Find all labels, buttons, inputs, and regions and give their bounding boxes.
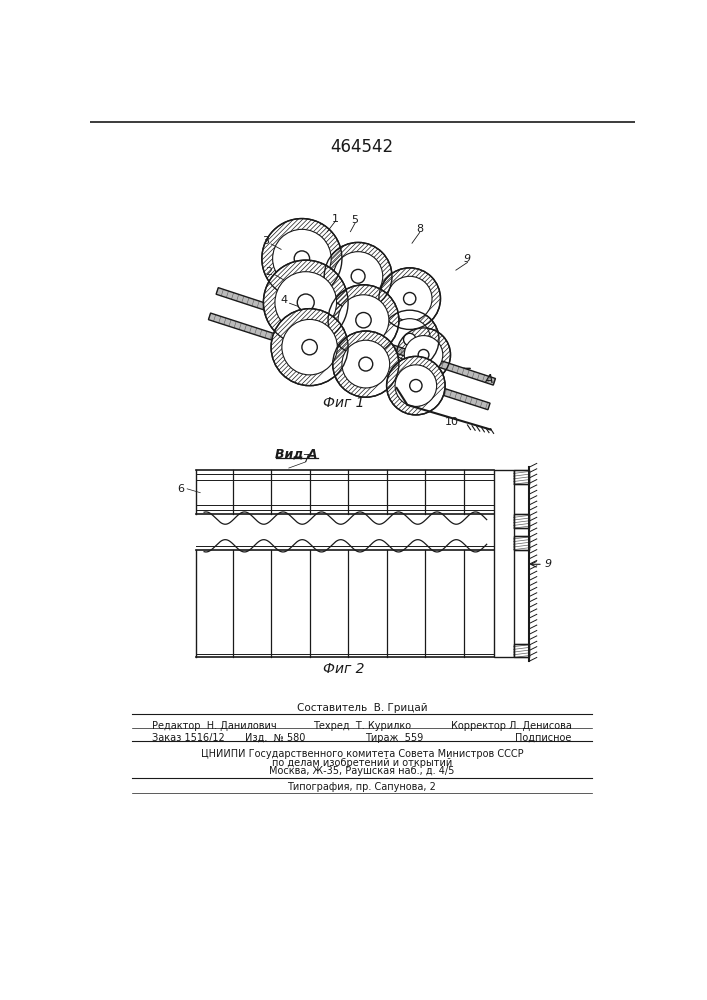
Text: Вид А: Вид А (275, 448, 317, 461)
Text: А: А (485, 373, 493, 386)
Text: Техред  Т. Курилко: Техред Т. Курилко (313, 721, 411, 731)
Circle shape (342, 340, 390, 388)
Bar (494, 470, 514, 657)
Circle shape (302, 339, 317, 355)
Bar (514, 470, 529, 484)
Text: Заказ 1516/12: Заказ 1516/12 (152, 733, 225, 743)
Text: 7: 7 (302, 454, 309, 464)
Circle shape (275, 272, 337, 333)
Circle shape (404, 336, 443, 374)
Text: по делам изобретений и открытий: по делам изобретений и открытий (271, 758, 452, 768)
Text: 6: 6 (177, 484, 185, 494)
Circle shape (325, 242, 392, 310)
Circle shape (282, 319, 337, 375)
Text: Фиг 1: Фиг 1 (324, 396, 365, 410)
Circle shape (356, 312, 371, 328)
Polygon shape (209, 313, 490, 410)
Bar (514, 644, 529, 657)
Text: 2: 2 (265, 267, 272, 277)
Text: Типография, пр. Сапунова, 2: Типография, пр. Сапунова, 2 (288, 782, 436, 792)
Text: 5: 5 (351, 215, 358, 225)
Text: 9: 9 (464, 254, 471, 264)
Text: Москва, Ж-35, Раушская наб., д. 4/5: Москва, Ж-35, Раушская наб., д. 4/5 (269, 766, 455, 776)
Circle shape (271, 309, 348, 386)
Text: Тираж  559: Тираж 559 (366, 733, 423, 743)
Circle shape (418, 349, 429, 360)
Text: 3: 3 (262, 236, 269, 246)
Text: Корректор Л. Денисова: Корректор Л. Денисова (450, 721, 571, 731)
Text: Изд.  № 580: Изд. № 580 (245, 733, 305, 743)
Circle shape (351, 269, 365, 283)
Bar (514, 470, 529, 484)
Text: ЦНИИПИ Государственного комитета Совета Министров СССР: ЦНИИПИ Государственного комитета Совета … (201, 749, 523, 759)
Bar (514, 536, 529, 550)
Circle shape (404, 292, 416, 305)
Text: Редактор  Н. Данилович: Редактор Н. Данилович (152, 721, 276, 731)
Circle shape (294, 251, 310, 266)
Circle shape (333, 331, 399, 397)
Text: 9: 9 (544, 559, 551, 569)
Bar (514, 536, 529, 550)
Circle shape (328, 285, 399, 356)
Text: Фиг 2: Фиг 2 (324, 662, 365, 676)
Text: 4: 4 (281, 295, 288, 305)
Text: Составитель  В. Грицай: Составитель В. Грицай (297, 703, 427, 713)
Circle shape (297, 294, 314, 311)
Polygon shape (216, 288, 496, 385)
Circle shape (264, 260, 348, 345)
Circle shape (262, 219, 342, 299)
Circle shape (409, 379, 422, 392)
Circle shape (404, 333, 416, 346)
Text: Подписное: Подписное (515, 733, 571, 743)
Circle shape (397, 328, 450, 382)
Circle shape (387, 276, 432, 321)
Bar (514, 514, 529, 528)
Circle shape (380, 310, 439, 369)
Circle shape (389, 319, 431, 360)
Text: 8: 8 (416, 224, 423, 234)
Circle shape (379, 268, 440, 329)
Text: 1: 1 (332, 214, 339, 224)
Circle shape (359, 357, 373, 371)
Text: 464542: 464542 (330, 138, 394, 156)
Bar (514, 644, 529, 657)
Circle shape (387, 356, 445, 415)
Bar (514, 514, 529, 528)
Circle shape (273, 229, 331, 288)
Circle shape (338, 295, 389, 346)
Circle shape (395, 365, 437, 406)
Text: 10: 10 (444, 417, 458, 427)
Circle shape (334, 252, 382, 301)
